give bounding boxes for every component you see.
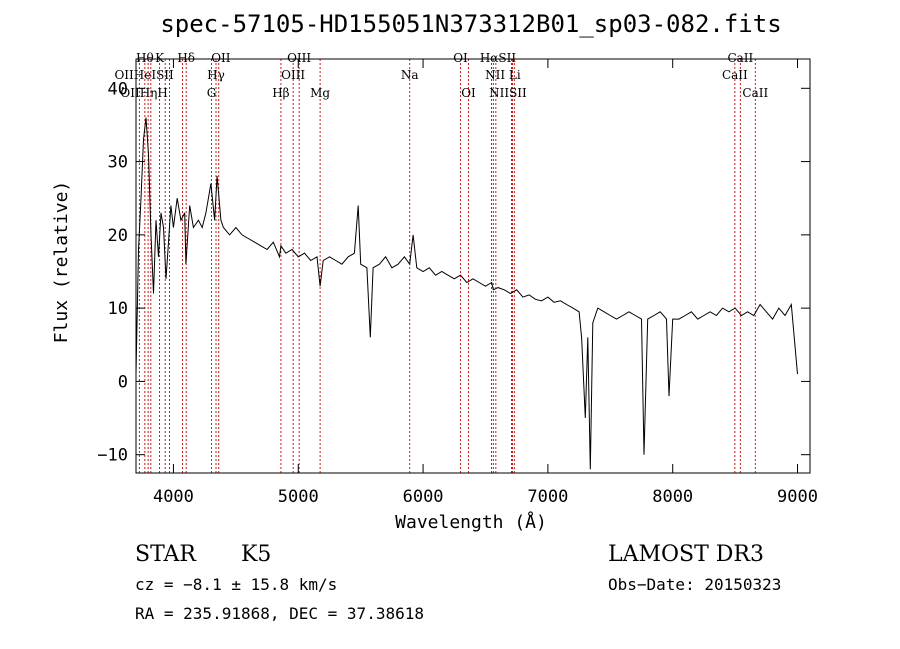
line-marker-label: OIIHeISII (114, 68, 174, 82)
line-marker-label: NII Li (485, 68, 521, 82)
coordinates: RA = 235.91868, DEC = 37.38618 (135, 604, 424, 623)
line-marker-label: G (207, 86, 217, 100)
object-class: STAR (135, 542, 197, 567)
line-marker-label: Hγ (207, 68, 225, 82)
y-tick-label: −10 (97, 446, 128, 466)
x-axis-label: Wavelength (Å) (395, 511, 547, 533)
line-marker-label: Hβ (272, 86, 289, 100)
line-marker-label: Hδ (177, 51, 195, 65)
line-marker-label: OI (461, 86, 476, 100)
y-tick-label: 30 (108, 153, 128, 173)
line-marker-label: OII (211, 51, 231, 65)
line-marker-label: Na (401, 68, 419, 82)
line-marker-label: Hθ (136, 51, 154, 65)
redshift-readout: cz = −8.1 ± 15.8 km/s (135, 575, 337, 594)
line-marker-label: HαSII (480, 51, 517, 65)
y-tick-label: 40 (108, 79, 128, 99)
y-tick-label: 0 (118, 372, 128, 392)
emission-line-markers (138, 59, 756, 473)
survey-name: LAMOST DR3 (608, 542, 764, 567)
y-tick-label: 20 (108, 226, 128, 246)
x-tick-label: 5000 (278, 487, 319, 507)
obs-date: Obs−Date: 20150323 (608, 575, 781, 594)
object-subclass: K5 (241, 542, 271, 567)
line-marker-label: OIII (287, 51, 311, 65)
spectrum-line-0 (135, 117, 798, 470)
x-axis-ticks: 4000 5000 6000 7000 8000 9000 (153, 59, 818, 507)
line-marker-label: Mg (310, 86, 330, 100)
chart-title: spec-57105-HD155051N373312B01_sp03-082.f… (160, 10, 781, 38)
line-marker-label: K (155, 51, 165, 65)
line-marker-label: OI (453, 51, 468, 65)
y-tick-label: 10 (108, 299, 128, 319)
line-marker-label: CaII (727, 51, 753, 65)
y-axis-label: Flux (relative) (51, 181, 72, 344)
line-marker-label: OIIHηH (120, 86, 167, 100)
line-marker-label: OIII (281, 68, 305, 82)
x-tick-label: 7000 (527, 487, 568, 507)
plot-frame (135, 58, 811, 474)
line-marker-label: CaII (722, 68, 748, 82)
x-tick-label: 6000 (403, 487, 444, 507)
x-tick-label: 4000 (153, 487, 194, 507)
line-marker-label: NIISII (489, 86, 527, 100)
line-marker-labels: Hθ K Hδ OII OIII OI HαSII CaII OIIHeISII Hγ OIII Na… (114, 51, 768, 100)
line-marker-label: CaII (742, 86, 768, 100)
x-tick-label: 9000 (777, 487, 818, 507)
spectrum-series (135, 117, 798, 470)
x-tick-label: 8000 (652, 487, 693, 507)
y-axis-ticks: −10 0 10 20 30 40 (97, 79, 810, 466)
